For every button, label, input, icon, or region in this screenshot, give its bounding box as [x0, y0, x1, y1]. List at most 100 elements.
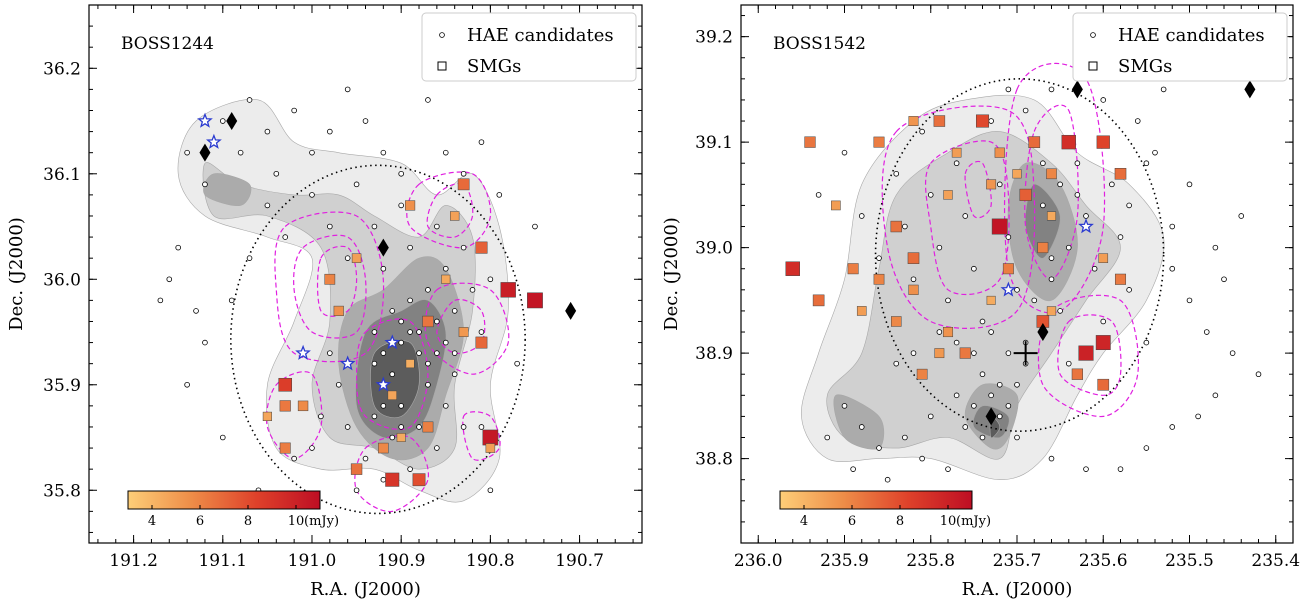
hae-point — [282, 234, 289, 240]
x-axis-label: R.A. (J2000) — [962, 579, 1073, 600]
hae-point — [371, 223, 378, 230]
hae-point — [353, 487, 360, 494]
y-tick-label: 38.8 — [695, 450, 733, 470]
flux-contour — [1024, 104, 1079, 280]
hae-point — [416, 424, 422, 430]
smg-point — [333, 305, 344, 316]
hae-point — [1048, 455, 1055, 462]
hae-point — [264, 202, 271, 209]
smg-point — [396, 433, 406, 442]
x-tick-label: 235.9 — [820, 551, 869, 571]
hae-point — [876, 445, 882, 451]
hae-point — [434, 445, 440, 451]
flux-contour — [881, 105, 1036, 329]
hae-point — [380, 476, 387, 483]
hae-point — [1057, 181, 1063, 188]
chart-boss1542: 236.0 235.9 235.8 235.7 235.6 235.5 235.4 38.8 3… — [661, 4, 1300, 600]
smg-point — [812, 294, 825, 307]
x-tick-label: 235.6 — [1079, 551, 1128, 571]
smg-point — [785, 261, 800, 276]
hae-point — [1100, 318, 1107, 325]
hae-point — [157, 297, 164, 304]
star-marker — [1078, 218, 1094, 234]
hae-point — [971, 265, 977, 272]
hae-point — [893, 170, 900, 177]
legend-hae-label: HAE candidates — [1118, 25, 1265, 46]
hae-point — [416, 329, 422, 335]
hae-point — [371, 360, 378, 367]
hae-point — [514, 360, 520, 367]
hae-point — [344, 86, 351, 93]
hae-point — [841, 149, 848, 156]
smg-point — [804, 136, 816, 148]
hae-point — [1005, 350, 1012, 356]
hae-point — [876, 255, 882, 261]
hae-point — [1083, 466, 1089, 472]
smg-point — [1046, 306, 1057, 316]
hae-point — [1134, 118, 1141, 124]
hae-point — [1014, 434, 1020, 441]
smg-point — [278, 377, 293, 392]
hae-point — [434, 318, 440, 325]
hae-point — [362, 118, 369, 124]
flux-contour — [406, 171, 492, 249]
hae-point — [380, 265, 387, 272]
smg-point — [1002, 263, 1014, 275]
smg-point — [873, 273, 885, 285]
hae-point — [1229, 350, 1236, 356]
diamond-marker — [199, 143, 211, 162]
hae-point — [1074, 192, 1081, 198]
smg-point — [1071, 368, 1083, 380]
hae-point — [344, 424, 351, 430]
hae-point — [398, 170, 404, 177]
hae-point — [389, 434, 396, 441]
chart-boss1244: 191.2 191.1 191.0 190.9 190.8 190.7 35.8 35.9 36… — [6, 4, 643, 600]
smg-point — [1019, 188, 1032, 201]
field-name: BOSS1244 — [121, 34, 214, 54]
flux-contour — [265, 371, 323, 460]
hae-point — [202, 339, 208, 346]
hae-point — [478, 139, 485, 145]
hae-point — [389, 308, 396, 314]
hae-point — [434, 223, 440, 230]
hae-point — [442, 339, 449, 346]
hae-point — [407, 297, 413, 304]
flux-contour — [462, 411, 501, 461]
smg-point — [475, 241, 488, 254]
hae-point — [996, 381, 1003, 388]
hae-point — [460, 424, 467, 430]
smg-point — [933, 115, 946, 127]
hae-point — [407, 244, 413, 251]
hae-point — [175, 244, 181, 251]
hae-point — [219, 118, 226, 124]
x-axis-label: R.A. (J2000) — [310, 579, 421, 600]
hae-point — [1160, 86, 1167, 93]
hae-point — [1143, 339, 1150, 346]
hae-point — [1203, 329, 1210, 335]
flux-contour — [274, 211, 385, 363]
hae-point — [327, 128, 333, 135]
hae-point — [184, 149, 190, 156]
hae-point — [166, 276, 173, 283]
smg-point — [1096, 135, 1110, 149]
diamond-marker — [1037, 323, 1049, 342]
x-tick-label: 236.0 — [734, 551, 783, 571]
hae-point — [442, 265, 449, 272]
hae-point — [953, 339, 960, 346]
hae-point — [184, 381, 190, 388]
colorbar-tick-label: 6 — [196, 514, 204, 529]
smg-point — [1046, 211, 1057, 221]
hae-point — [945, 297, 951, 304]
diamond-marker — [226, 112, 238, 131]
hae-point — [902, 434, 908, 441]
smg-point — [1012, 169, 1022, 179]
y-tick-label: 35.9 — [43, 376, 81, 396]
smg-point — [385, 472, 400, 487]
hae-point — [309, 149, 315, 156]
hae-point — [487, 276, 494, 283]
hae-point — [1143, 445, 1150, 451]
hae-point — [858, 424, 865, 430]
smg-point — [450, 211, 460, 221]
smg-point — [324, 273, 336, 285]
field-circle — [230, 164, 526, 515]
